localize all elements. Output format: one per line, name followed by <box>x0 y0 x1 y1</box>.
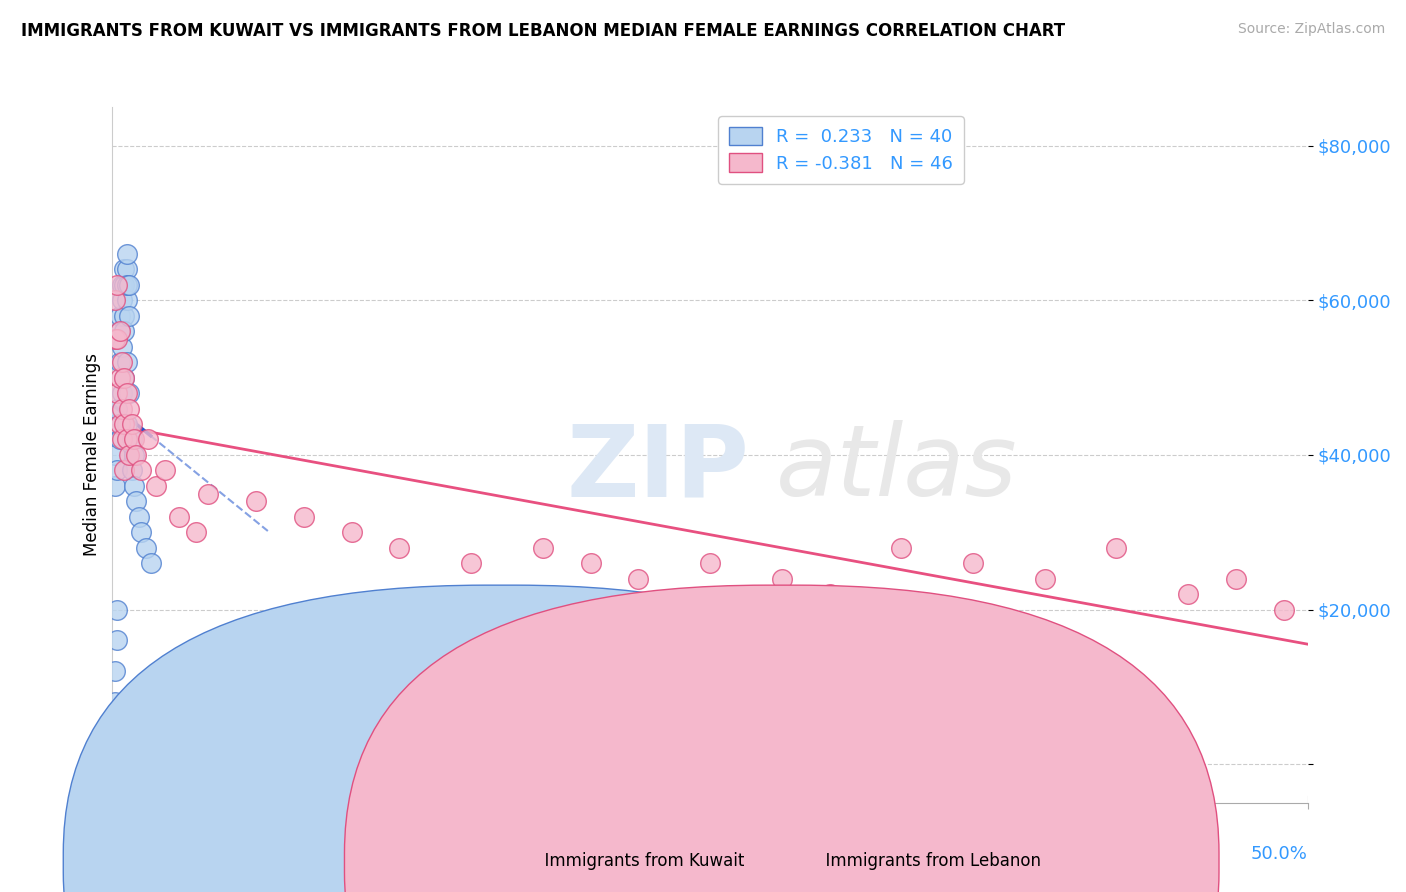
Text: IMMIGRANTS FROM KUWAIT VS IMMIGRANTS FROM LEBANON MEDIAN FEMALE EARNINGS CORRELA: IMMIGRANTS FROM KUWAIT VS IMMIGRANTS FRO… <box>21 22 1066 40</box>
Point <box>118 448 141 462</box>
Point <box>108 433 131 447</box>
Point <box>105 602 128 616</box>
Point <box>108 355 131 369</box>
Point <box>245 494 267 508</box>
Point <box>108 324 131 338</box>
Point <box>105 401 128 416</box>
Point <box>111 401 134 416</box>
Point <box>118 277 141 292</box>
Point <box>114 463 135 477</box>
Point <box>135 541 157 555</box>
Text: Source: ZipAtlas.com: Source: ZipAtlas.com <box>1237 22 1385 37</box>
Point <box>770 572 793 586</box>
Point <box>105 417 128 431</box>
Point <box>114 324 135 338</box>
Point <box>128 509 150 524</box>
Point <box>111 293 134 308</box>
Point <box>114 417 135 431</box>
Point <box>104 448 127 462</box>
Text: 0.0%: 0.0% <box>112 845 157 863</box>
Point <box>118 401 141 416</box>
Point <box>186 525 208 540</box>
Text: Immigrants from Kuwait: Immigrants from Kuwait <box>534 852 745 870</box>
Point <box>115 433 138 447</box>
Point <box>115 355 138 369</box>
Point <box>1225 572 1247 586</box>
Point <box>138 433 160 447</box>
Point <box>111 340 134 354</box>
Point <box>108 417 131 431</box>
Point <box>292 509 315 524</box>
Point <box>115 386 138 401</box>
Point <box>121 417 143 431</box>
Point <box>105 633 128 648</box>
Text: Immigrants from Lebanon: Immigrants from Lebanon <box>815 852 1042 870</box>
Point <box>818 587 841 601</box>
Point <box>108 370 131 384</box>
Point <box>139 556 162 570</box>
Point <box>627 572 650 586</box>
Point <box>122 448 145 462</box>
Point <box>1177 587 1199 601</box>
Point <box>122 479 145 493</box>
Point <box>579 556 602 570</box>
Point <box>340 525 363 540</box>
Point <box>104 332 127 346</box>
Point <box>111 433 134 447</box>
Point <box>115 277 138 292</box>
Point <box>108 309 131 323</box>
Point <box>114 277 135 292</box>
Text: atlas: atlas <box>776 420 1018 517</box>
Legend: R =  0.233   N = 40, R = -0.381   N = 46: R = 0.233 N = 40, R = -0.381 N = 46 <box>718 116 965 184</box>
Point <box>105 386 128 401</box>
Point <box>115 247 138 261</box>
Point <box>388 541 411 555</box>
Point <box>115 293 138 308</box>
Point <box>104 293 127 308</box>
Point <box>122 433 145 447</box>
Point <box>118 386 141 401</box>
Y-axis label: Median Female Earnings: Median Female Earnings <box>83 353 101 557</box>
Point <box>105 277 128 292</box>
Point <box>153 463 176 477</box>
Point <box>890 541 912 555</box>
Point <box>125 448 148 462</box>
Point <box>121 433 143 447</box>
Point <box>105 332 128 346</box>
Point <box>169 509 191 524</box>
Point <box>121 463 143 477</box>
Point <box>531 541 554 555</box>
Point <box>962 556 984 570</box>
Point <box>104 479 127 493</box>
Point <box>114 370 135 384</box>
Text: 50.0%: 50.0% <box>1251 845 1308 863</box>
Point <box>114 309 135 323</box>
Point <box>111 355 134 369</box>
Point <box>111 386 134 401</box>
Point <box>104 665 127 679</box>
Point <box>115 262 138 277</box>
Point <box>1033 572 1056 586</box>
Point <box>460 556 482 570</box>
Point <box>1272 602 1295 616</box>
Point <box>108 324 131 338</box>
Point <box>145 479 167 493</box>
Point <box>104 695 127 709</box>
Point <box>125 494 148 508</box>
Point <box>1105 541 1128 555</box>
Text: ZIP: ZIP <box>567 420 749 517</box>
Point <box>129 463 152 477</box>
Point <box>699 556 721 570</box>
Point <box>114 370 135 384</box>
Point <box>197 486 219 500</box>
Point <box>111 277 134 292</box>
Point <box>118 309 141 323</box>
Point <box>129 525 152 540</box>
Point <box>115 417 138 431</box>
Point <box>114 262 135 277</box>
Point <box>105 463 128 477</box>
